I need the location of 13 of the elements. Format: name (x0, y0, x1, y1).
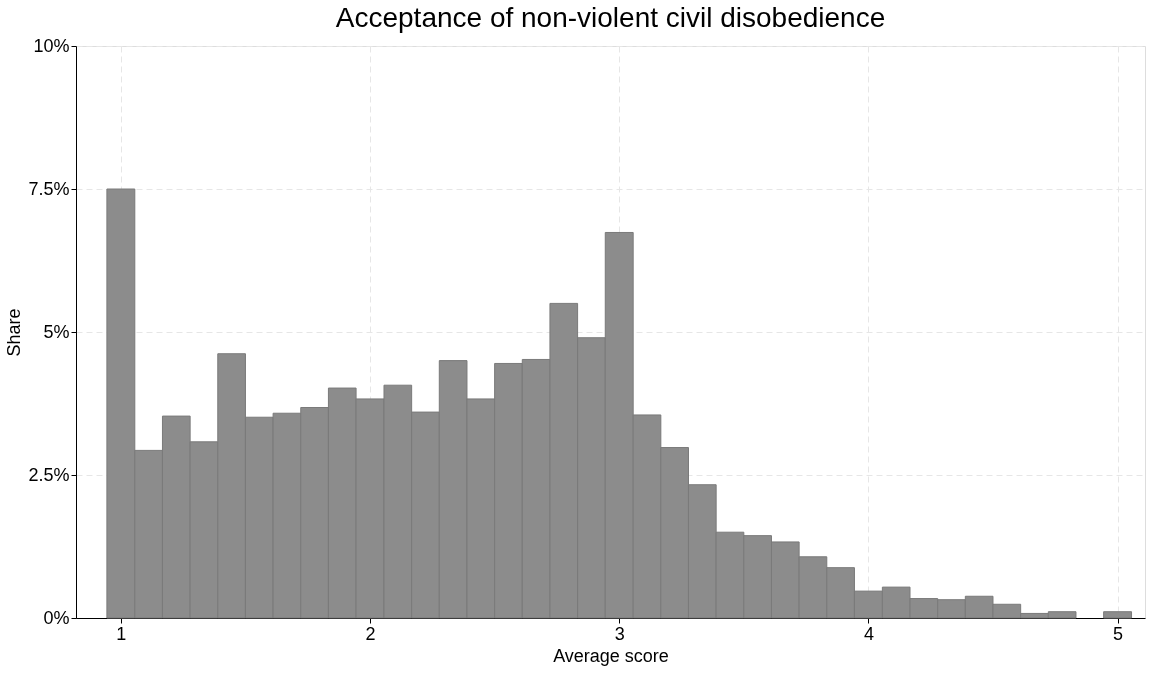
y-tick-label: 2.5% (28, 464, 70, 485)
chart-title: Acceptance of non-violent civil disobedience (335, 2, 886, 33)
x-tick-label: 2 (365, 623, 376, 644)
y-tick-label: 0% (43, 607, 70, 628)
x-tick-label: 1 (116, 623, 127, 644)
x-axis-title: Average score (553, 645, 669, 666)
x-tick-label: 5 (1113, 623, 1124, 644)
y-tick-label: 7.5% (28, 178, 70, 199)
y-tick-label: 5% (43, 321, 70, 342)
x-tick-label: 3 (614, 623, 625, 644)
x-tick-label: 4 (863, 623, 874, 644)
y-tick-label: 10% (33, 35, 70, 56)
y-axis-title: Share (4, 308, 25, 357)
